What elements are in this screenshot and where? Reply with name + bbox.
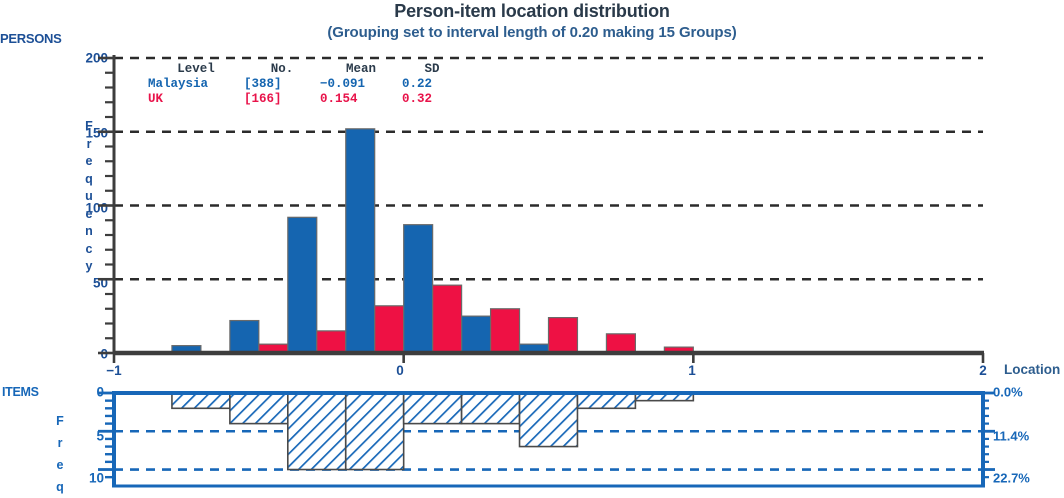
persons-histogram (98, 55, 985, 363)
y-axis-title-char: e (85, 206, 93, 221)
persons-xtick-0: 0 (396, 363, 404, 378)
y-axis-title-char: n (85, 224, 93, 238)
legend-mean-uk: 0.154 (320, 92, 358, 106)
items-bar (460, 392, 521, 425)
y-axis-title-char: F (85, 119, 93, 133)
table-row: Malaysia [388] −0.091 0.22 (148, 77, 462, 92)
items-bar (286, 392, 347, 471)
table-header-row: Level No. Mean SD (148, 62, 462, 77)
items-panel-label: ITEMS (2, 385, 39, 399)
bar-malaysia (287, 216, 318, 354)
items-bar (229, 392, 289, 425)
items-histogram (98, 391, 995, 488)
col-header-mean: Mean (345, 62, 376, 76)
persons-y-axis-title: F r e q u e n c y (81, 118, 97, 276)
page-title: Person-item location distribution (394, 1, 670, 21)
items-pct-11-4: 11.4% (993, 428, 1030, 444)
x-axis-title: Location (logits) (1004, 362, 1064, 377)
bar-uk (489, 308, 521, 354)
bar-uk (547, 317, 579, 354)
persons-panel-label: PERSONS (0, 31, 62, 46)
y-axis-title-char: q (85, 171, 93, 186)
col-header-sd: SD (424, 62, 440, 76)
bar-malaysia (345, 128, 376, 354)
legend-level-malaysia: Malaysia (148, 77, 209, 91)
legend-stats-table: Level No. Mean SD Malaysia [388] −0.091 … (148, 62, 462, 107)
persons-ytick-200: 200 (85, 50, 108, 66)
y-axis-title-char: u (85, 189, 93, 203)
items-pct-0: 0.0% (993, 384, 1023, 400)
legend-mean-malaysia: −0.091 (320, 77, 366, 91)
items-pct-22-7: 22.7% (993, 470, 1030, 486)
bar-malaysia (403, 224, 434, 354)
col-header-level: Level (177, 62, 215, 76)
col-header-no: No. (270, 62, 294, 76)
bar-uk (605, 333, 637, 354)
legend-no-uk: [166] (244, 92, 282, 106)
items-bar (518, 392, 579, 448)
bar-malaysia (229, 319, 260, 354)
bar-uk (374, 305, 405, 354)
y-axis-title-char: c (85, 241, 93, 256)
bar-malaysia (461, 315, 492, 354)
items-ytick-10: 10 (88, 470, 104, 486)
bar-uk (316, 330, 347, 354)
items-bar (576, 392, 637, 410)
legend-no-malaysia: [388] (244, 77, 282, 91)
bars-group (171, 392, 695, 471)
y-axis-title-char: r (86, 136, 92, 151)
legend-sd-uk: 0.32 (402, 92, 433, 106)
persons-ytick-150: 150 (85, 125, 108, 141)
persons-xtick-minus1: −1 (106, 363, 122, 378)
bars-group (171, 128, 694, 354)
items-bar (344, 392, 405, 471)
persons-xtick-1: 1 (688, 363, 696, 378)
page-subtitle: (Grouping set to interval length of 0.20… (327, 24, 737, 41)
axis-lines (112, 55, 984, 356)
legend-sd-malaysia: 0.22 (402, 77, 433, 91)
legend-level-uk: UK (148, 92, 164, 106)
y-axis-title-char: e (56, 458, 64, 472)
axis-ticks (98, 56, 985, 363)
persons-xtick-2: 2 (979, 363, 987, 378)
bar-uk (432, 284, 463, 354)
y-axis-title-char: F (56, 414, 64, 428)
table-row: UK [166] 0.154 0.32 (148, 92, 462, 107)
gridlines (114, 56, 983, 281)
y-axis-title-char: e (85, 154, 93, 168)
items-ytick-5: 5 (96, 428, 104, 444)
y-axis-title-char: r (57, 436, 63, 450)
items-bar (402, 392, 463, 425)
y-axis-title-char: y (85, 259, 93, 273)
items-bar (171, 392, 231, 410)
